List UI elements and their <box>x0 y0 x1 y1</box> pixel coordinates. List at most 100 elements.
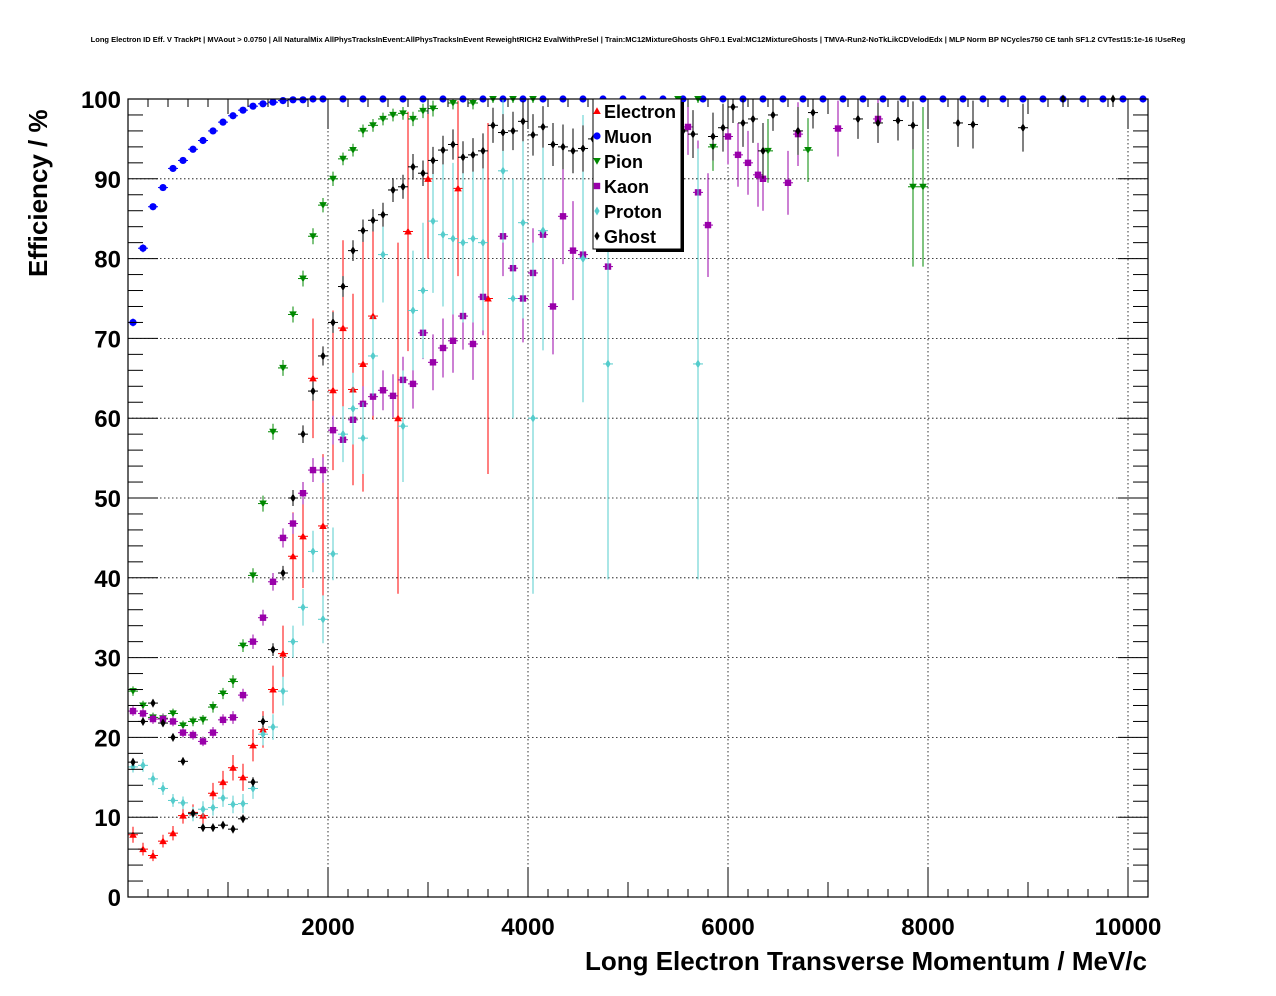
ghost-point <box>370 215 376 225</box>
muon-point <box>139 244 147 252</box>
kaon-point <box>754 171 762 179</box>
proton-point <box>250 783 256 793</box>
ghost-point <box>310 386 316 396</box>
electron-point <box>269 685 277 693</box>
kaon-point <box>189 731 197 739</box>
y-tick-label: 100 <box>81 87 121 114</box>
ghost-point <box>250 777 256 787</box>
kaon-point <box>389 392 397 400</box>
ghost-point <box>480 146 486 156</box>
pion-point <box>804 147 812 154</box>
electron-series <box>128 99 493 862</box>
ghost-point <box>160 718 166 728</box>
electron-point <box>249 741 257 749</box>
kaon-point <box>259 614 267 621</box>
proton-point <box>200 804 206 814</box>
pion-point <box>419 107 427 115</box>
ghost-point <box>770 110 776 120</box>
electron-point <box>404 227 412 235</box>
ghost-point <box>150 698 156 708</box>
pion-point <box>279 364 287 372</box>
pion-point <box>349 147 357 154</box>
ghost-point <box>500 128 506 138</box>
ghost-point <box>350 246 356 256</box>
legend-proton-label: Proton <box>604 202 662 222</box>
ghost-point <box>810 108 816 118</box>
ghost-point <box>290 493 296 503</box>
kaon-point <box>299 490 307 497</box>
kaon-point <box>279 534 287 542</box>
ghost-point <box>240 814 246 824</box>
grid-lines <box>128 99 1148 897</box>
kaon-point <box>249 638 257 645</box>
ghost-point <box>390 185 396 195</box>
muon-point <box>279 96 287 105</box>
proton-point <box>330 549 336 559</box>
electron-point <box>329 386 337 394</box>
ghost-point <box>410 162 416 172</box>
electron-point <box>159 837 167 845</box>
muon-point <box>239 106 247 114</box>
kaon-point <box>724 133 732 140</box>
proton-point <box>360 433 366 443</box>
kaon-point <box>179 729 187 736</box>
pion-point <box>379 115 387 123</box>
y-tick-label: 20 <box>94 725 121 752</box>
ghost-point <box>270 645 276 655</box>
legend-ghost-label: Ghost <box>604 227 656 247</box>
proton-point <box>310 546 316 556</box>
proton-point <box>350 404 356 414</box>
muon-point <box>269 98 277 106</box>
y-tick-label: 0 <box>108 885 121 912</box>
electron-point <box>149 851 157 859</box>
electron-point <box>279 649 287 657</box>
pion-point <box>339 155 347 163</box>
ghost-point <box>320 351 326 361</box>
kaon-point <box>784 179 792 186</box>
proton-point <box>300 602 306 612</box>
ghost-point <box>720 123 726 133</box>
kaon-point <box>704 221 712 229</box>
ghost-point <box>430 155 436 165</box>
electron-point <box>169 829 177 837</box>
proton-point <box>170 795 176 805</box>
electron-point <box>239 773 247 781</box>
ghost-point <box>970 120 976 130</box>
ghost-point <box>200 823 206 833</box>
kaon-point <box>744 159 752 167</box>
chart-title: Long Electron ID Eff. V TrackPt | MVAout… <box>91 35 1186 44</box>
x-tick-label: 4000 <box>501 914 554 941</box>
kaon-point <box>834 125 842 132</box>
ghost-point <box>360 226 366 236</box>
proton-point <box>210 803 216 813</box>
pion-point <box>229 678 237 686</box>
kaon-point <box>439 344 447 352</box>
muon-point <box>149 203 157 211</box>
ghost-point <box>550 139 556 149</box>
proton-point <box>150 774 156 784</box>
muon-point <box>229 112 237 120</box>
ghost-point <box>560 142 566 152</box>
proton-point <box>280 686 286 696</box>
kaon-point <box>559 213 567 220</box>
proton-point <box>240 799 246 809</box>
muon-point <box>299 96 307 104</box>
kaon-point <box>449 337 457 344</box>
proton-point <box>500 166 506 176</box>
ghost-point <box>340 282 346 292</box>
proton-point <box>530 413 536 423</box>
ghost-point <box>210 823 216 833</box>
kaon-point <box>684 123 692 131</box>
proton-point <box>370 351 376 361</box>
ghost-point <box>895 116 901 126</box>
proton-point <box>470 234 476 244</box>
muon-point <box>179 156 187 165</box>
pion-point <box>219 690 227 698</box>
ghost-point <box>740 118 746 128</box>
ghost-point <box>510 126 516 136</box>
muon-point <box>259 100 267 108</box>
y-tick-label: 70 <box>94 326 121 353</box>
kaon-point <box>379 387 387 394</box>
proton-point <box>410 305 416 315</box>
proton-point <box>695 359 701 369</box>
